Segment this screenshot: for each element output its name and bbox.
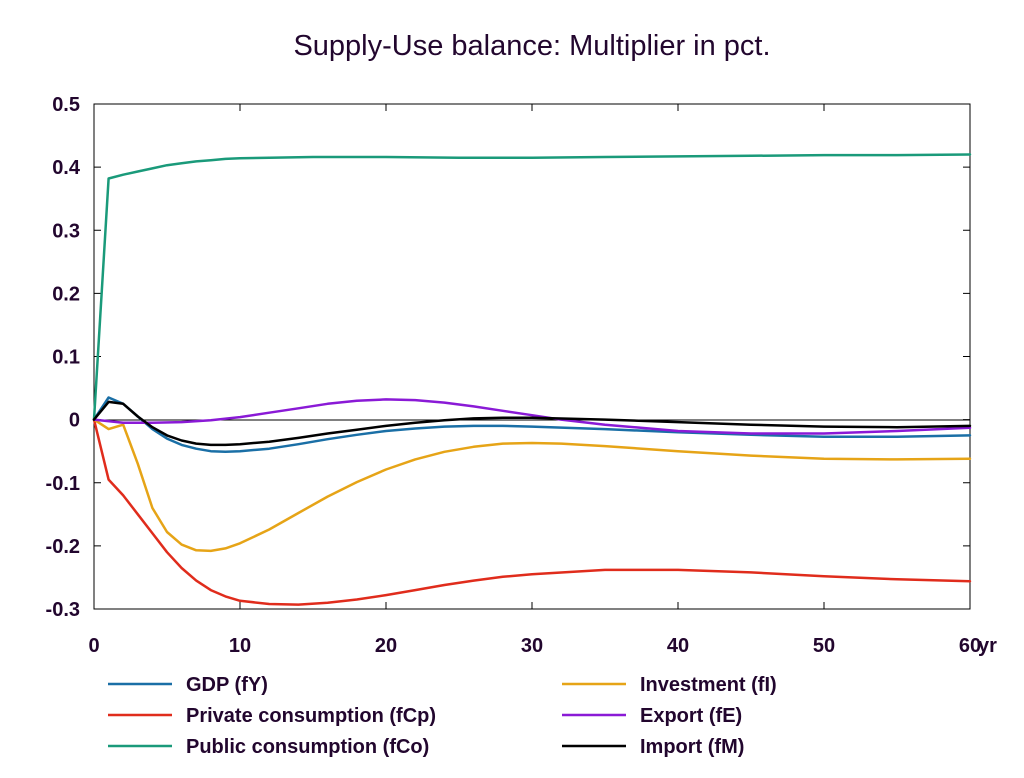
legend-label: Investment (fI) [640, 674, 777, 696]
series-line-export-fe [92, 398, 972, 435]
x-tick-label: 60 [959, 635, 981, 657]
legend-label: Export (fE) [640, 705, 742, 727]
x-tick-label: 20 [375, 635, 397, 657]
series-line-gdp-fy [92, 396, 972, 454]
y-tick-label: -0.2 [46, 536, 80, 558]
x-tick-label: 30 [521, 635, 543, 657]
series-line-investment-fi [92, 418, 972, 553]
x-tick-label: 40 [667, 635, 689, 657]
series-line-import-fm [92, 400, 972, 447]
series-line-public-consumption-fco [92, 153, 972, 421]
series-line-private-consumption-fcp [92, 418, 972, 606]
ticks-layer: 0.5 0.4 0.3 0.2 0.1 0 -0.1 -0.2 -0.3 0 10 20 30 40 50 6… [46, 94, 998, 657]
chart-title: Supply-Use balance: Multiplier in pct. [293, 30, 771, 62]
x-tick-label: 0 [88, 635, 99, 657]
legend-label: Import (fM) [640, 736, 744, 758]
legend-label: GDP (fY) [186, 674, 268, 696]
y-tick-label: -0.3 [46, 599, 80, 621]
y-tick-label: 0.2 [52, 283, 80, 305]
y-tick-label: 0.4 [52, 157, 81, 179]
plot-frame [93, 103, 971, 610]
y-tick-label: -0.1 [46, 473, 80, 495]
x-tick-label: 50 [813, 635, 835, 657]
y-tick-label: 0.1 [52, 347, 80, 369]
legend-label: Public consumption (fCo) [186, 736, 429, 758]
y-tick-label: 0.5 [52, 94, 80, 116]
legend: GDP (fY) Private consumption (fCp) Public … [108, 674, 777, 758]
x-unit-label: yr [978, 635, 997, 657]
series-layer [92, 153, 972, 606]
y-tick-label: 0 [69, 410, 80, 432]
x-tick-label: 10 [229, 635, 251, 657]
y-tick-label: 0.3 [52, 220, 80, 242]
legend-label: Private consumption (fCp) [186, 705, 436, 727]
